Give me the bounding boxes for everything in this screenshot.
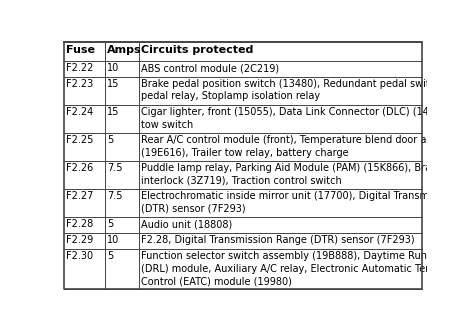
Text: Audio unit (18808): Audio unit (18808) — [141, 219, 232, 229]
Text: F2.29: F2.29 — [66, 235, 93, 245]
Bar — [64, 76, 422, 105]
Text: Brake pedal position switch (13480), Redundant pedal switch, Brake
pedal relay, : Brake pedal position switch (13480), Red… — [141, 79, 474, 101]
Text: F2.28: F2.28 — [66, 219, 93, 229]
Text: 5: 5 — [107, 135, 113, 145]
Text: Cigar lighter, front (15055), Data Link Connector (DLC) (14489), Neutral
tow swi: Cigar lighter, front (15055), Data Link … — [141, 107, 474, 130]
Text: 10: 10 — [107, 63, 119, 73]
Text: F2.30: F2.30 — [66, 251, 93, 261]
Text: 7.5: 7.5 — [107, 163, 123, 173]
Text: F2.26: F2.26 — [66, 163, 93, 173]
Bar — [64, 189, 422, 217]
Text: 15: 15 — [107, 79, 119, 89]
Text: Amps: Amps — [107, 45, 142, 55]
Text: 15: 15 — [107, 107, 119, 117]
Bar — [64, 161, 422, 189]
Text: Electrochromatic inside mirror unit (17700), Digital Transmission Range
(DTR) se: Electrochromatic inside mirror unit (177… — [141, 191, 474, 214]
Bar — [64, 42, 422, 61]
Text: 10: 10 — [107, 235, 119, 245]
Text: Rear A/C control module (front), Temperature blend door actuator
(19E616), Trail: Rear A/C control module (front), Tempera… — [141, 135, 462, 157]
Text: ABS control module (2C219): ABS control module (2C219) — [141, 63, 279, 73]
Text: Function selector switch assembly (19B888), Daytime Running Lamps
(DRL) module, : Function selector switch assembly (19B88… — [141, 251, 474, 286]
Bar — [64, 249, 422, 289]
Text: 5: 5 — [107, 219, 113, 229]
Text: 7.5: 7.5 — [107, 191, 123, 201]
Text: F2.23: F2.23 — [66, 79, 93, 89]
Text: 5: 5 — [107, 251, 113, 261]
Bar — [64, 133, 422, 161]
Text: F2.28, Digital Transmission Range (DTR) sensor (7F293): F2.28, Digital Transmission Range (DTR) … — [141, 235, 415, 245]
Bar — [64, 61, 422, 76]
Text: F2.24: F2.24 — [66, 107, 93, 117]
Text: F2.25: F2.25 — [66, 135, 93, 145]
Bar — [64, 105, 422, 133]
Bar — [64, 233, 422, 249]
Text: Puddle lamp relay, Parking Aid Module (PAM) (15K866), Brake shift
interlock (3Z7: Puddle lamp relay, Parking Aid Module (P… — [141, 163, 467, 186]
Text: F2.22: F2.22 — [66, 63, 93, 73]
Text: Circuits protected: Circuits protected — [141, 45, 254, 55]
Bar — [64, 217, 422, 233]
Text: Fuse: Fuse — [66, 45, 95, 55]
Text: F2.27: F2.27 — [66, 191, 93, 201]
